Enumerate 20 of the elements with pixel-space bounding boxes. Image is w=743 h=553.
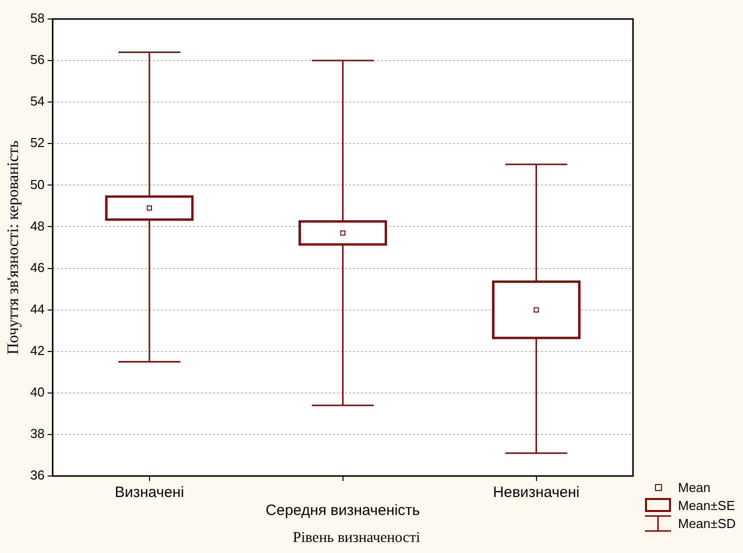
y-tick-label: 50 — [30, 176, 45, 192]
y-axis-title: Почуття зв'язності: керованість — [4, 140, 22, 355]
text: Mean — [678, 480, 711, 494]
y-tick-label: 40 — [30, 384, 45, 400]
y-tick-label: 48 — [30, 218, 45, 234]
y-tick-label: 52 — [30, 135, 45, 150]
y-tick-label: 38 — [30, 426, 45, 442]
text: Mean±SE — [678, 498, 735, 512]
y-tick-label: 46 — [30, 260, 45, 275]
y-tick-label: 42 — [30, 342, 45, 358]
y-tick-label: 54 — [30, 94, 45, 109]
y-tick-label: 44 — [30, 301, 45, 316]
text: Mean±SD — [678, 516, 736, 530]
y-tick-label: 36 — [30, 468, 45, 483]
x-tick-label: Середня визначеність — [266, 502, 420, 520]
y-tick-label: 58 — [30, 10, 45, 26]
y-tick-label: 56 — [30, 52, 45, 68]
x-tick-label: Визначені — [114, 484, 184, 502]
x-tick-label: Невизначені — [493, 484, 580, 502]
x-axis-title: Рівень визначеності — [292, 530, 422, 547]
